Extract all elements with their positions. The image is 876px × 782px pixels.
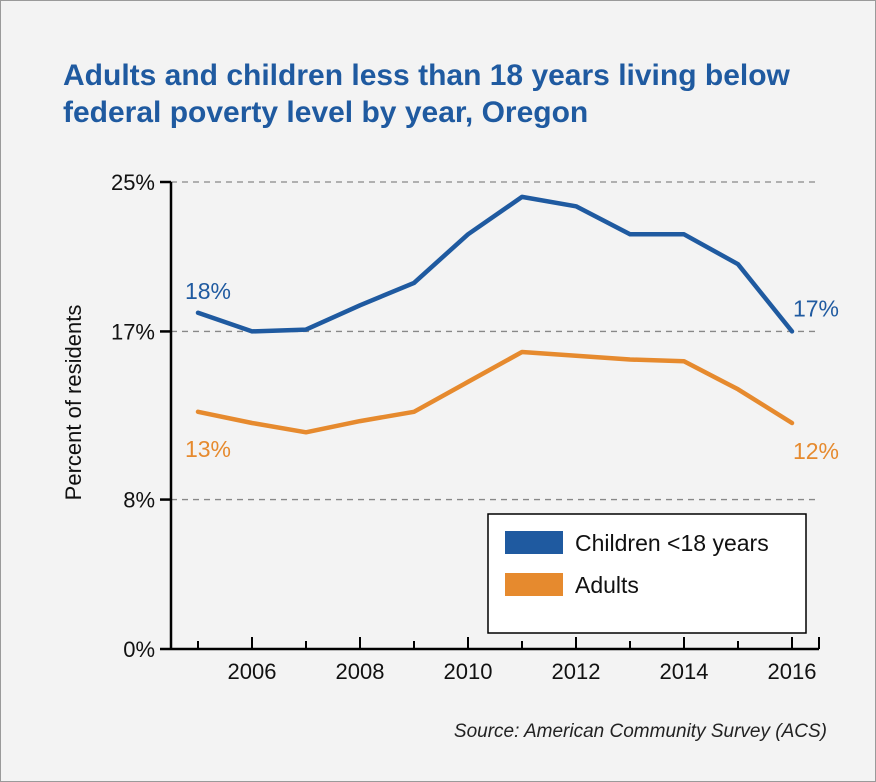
legend-swatch (505, 573, 563, 596)
x-tick-label: 2012 (552, 659, 601, 684)
y-axis-title: Percent of residents (61, 305, 86, 501)
y-tick-label: 25% (111, 170, 155, 195)
y-tick-label: 8% (123, 488, 155, 513)
end-label: 17% (793, 295, 839, 321)
x-tick-label: 2006 (228, 659, 277, 684)
x-tick-label: 2008 (336, 659, 385, 684)
series-line-children (195, 194, 795, 334)
legend-label: Adults (575, 572, 639, 598)
end-label: 12% (793, 438, 839, 464)
legend-label: Children <18 years (575, 530, 769, 556)
x-tick-label: 2010 (444, 659, 493, 684)
x-tick-label: 2014 (660, 659, 709, 684)
source-note: Source: American Community Survey (ACS) (453, 721, 827, 742)
series-line-adults (195, 349, 795, 435)
series-lines (195, 194, 795, 435)
gridlines (171, 181, 819, 501)
data-labels: 18% 17% 13% 12% (185, 278, 839, 464)
y-tick-label: 17% (111, 319, 155, 344)
legend-swatch (505, 531, 563, 554)
legend: Children <18 years Adults (487, 513, 807, 634)
chart-title: Adults and children less than 18 years l… (63, 59, 790, 129)
y-tick-label: 0% (123, 637, 155, 662)
start-label: 18% (185, 278, 231, 304)
x-tick-label: 2016 (768, 659, 817, 684)
start-label: 13% (185, 436, 231, 462)
axes: 0% 8% 17% 25% 2006 2008 2010 2012 2014 2016 Percen… (61, 170, 820, 684)
